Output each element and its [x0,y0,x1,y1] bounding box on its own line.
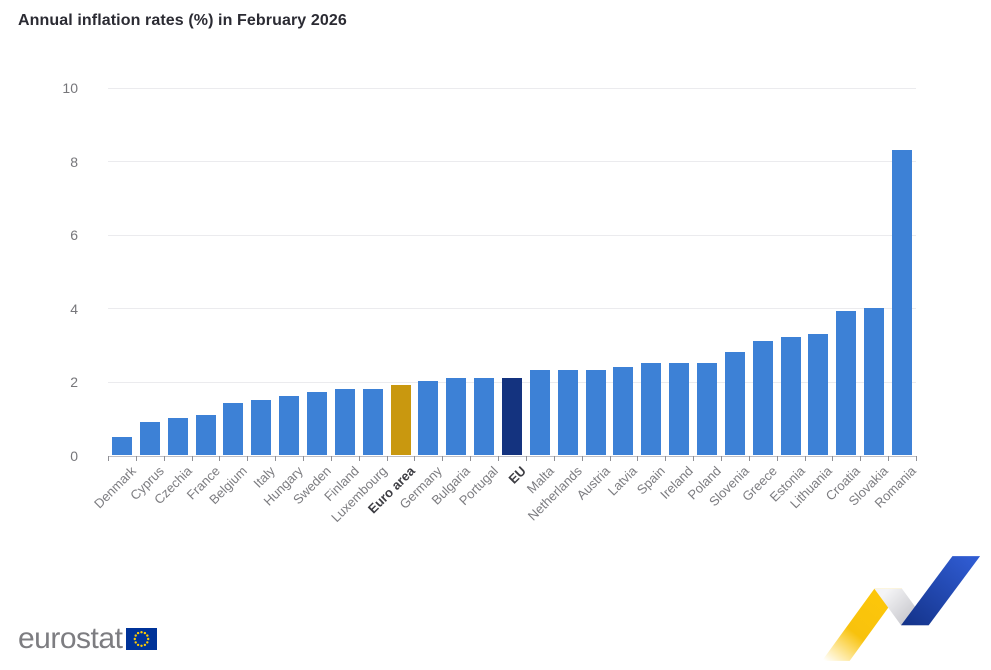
bar-denmark [111,436,132,455]
x-axis-tick [665,456,667,461]
bar-czechia [167,418,188,455]
bar-cyprus [139,421,160,455]
eu-flag-stars [134,631,150,647]
gridline-4 [108,308,916,310]
x-axis-tick [414,456,416,461]
x-axis-tick [860,456,862,461]
gridline-6 [108,234,916,236]
bar-ireland [669,363,690,455]
y-tick-label-4: 4 [70,300,78,317]
x-axis-tick [832,456,834,461]
gridline-8 [108,161,916,163]
chart-title: Annual inflation rates (%) in February 2… [18,12,347,29]
x-axis-tick [916,456,917,461]
x-axis-tick [748,456,750,461]
x-axis-tick [581,456,583,461]
bar-estonia [780,337,801,455]
bar-bulgaria [446,377,467,455]
ribbon-blue-stripe [901,556,981,626]
bar-germany [418,381,439,455]
bar-france [195,414,216,455]
bar-greece [752,340,773,455]
y-tick-label-8: 8 [70,153,78,170]
bar-romania [892,149,913,455]
bar-finland [334,388,355,455]
bar-belgium [223,403,244,455]
x-axis-tick [275,456,277,461]
eurostat-ribbon-logo [821,556,981,661]
x-axis-tick [219,456,221,461]
bar-malta [529,370,550,455]
x-tick-label-latvia: Latvia [605,463,641,499]
x-axis-tick [108,456,109,461]
x-axis-tick [888,456,890,461]
x-axis-tick [609,456,611,461]
bar-poland [697,363,718,455]
bar-portugal [474,377,495,455]
x-axis-tick [693,456,695,461]
x-axis-tick [135,456,137,461]
gridline-10 [108,87,916,89]
eu-flag-icon [126,628,158,650]
plot-area [108,87,917,461]
bar-sweden [306,392,327,455]
x-axis-tick [163,456,165,461]
y-tick-label-2: 2 [70,374,78,391]
bar-slovenia [724,351,745,455]
x-axis-tick [525,456,527,461]
x-axis-tick [191,456,193,461]
x-axis-tick [776,456,778,461]
x-axis-tick [247,456,249,461]
bar-spain [641,363,662,455]
ribbon-yellow-stripe [821,588,903,661]
bar-latvia [613,366,634,455]
y-tick-label-6: 6 [70,227,78,244]
bar-luxembourg [362,388,383,455]
y-tick-label-10: 10 [62,80,78,96]
bar-euro-area [390,385,411,455]
x-axis-tick [386,456,388,461]
bar-slovakia [864,307,885,455]
x-axis-tick [498,456,500,461]
bar-italy [251,399,272,455]
x-axis-tick [804,456,806,461]
x-axis-tick [470,456,472,461]
bar-netherlands [557,370,578,455]
bar-croatia [836,311,857,455]
x-axis-tick [442,456,444,461]
x-axis-tick [358,456,360,461]
x-axis-tick [553,456,555,461]
eurostat-logo: eurostat [18,622,158,655]
x-axis-tick [303,456,305,461]
x-axis-tick [720,456,722,461]
x-axis-line [108,455,916,457]
bar-eu [502,377,522,455]
y-tick-label-0: 0 [70,448,78,464]
x-axis-tick [637,456,639,461]
bar-hungary [279,396,300,455]
bar-lithuania [808,333,829,455]
x-axis-tick [330,456,332,461]
bar-austria [585,370,606,455]
eurostat-logo-text: eurostat [18,622,123,655]
